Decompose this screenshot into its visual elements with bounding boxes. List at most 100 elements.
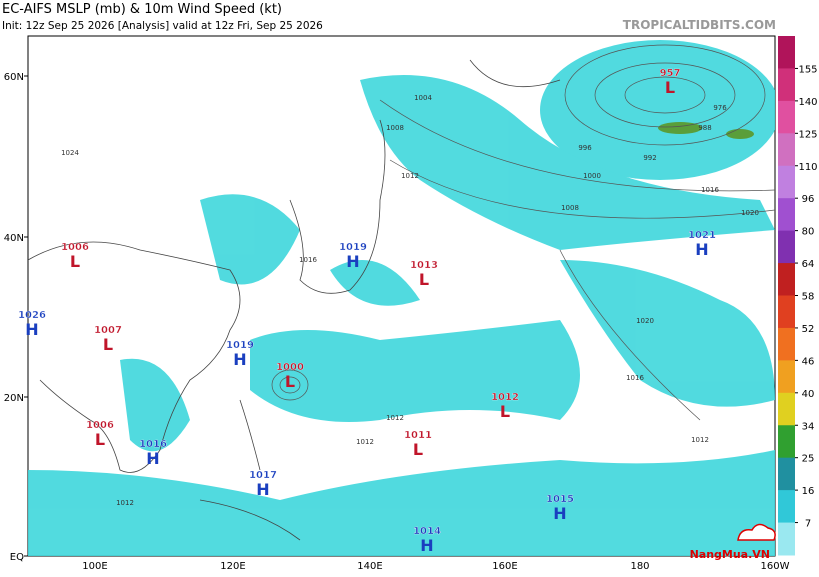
center-pressure: 1021 bbox=[688, 230, 716, 241]
colorbar-label: 52 bbox=[802, 324, 815, 335]
colorbar-label: 58 bbox=[802, 292, 815, 303]
center-letter: H bbox=[553, 504, 566, 523]
center-letter: L bbox=[500, 402, 510, 421]
colorbar-label: 96 bbox=[802, 194, 815, 205]
isobar-label: 1012 bbox=[386, 414, 404, 422]
site-name: TROPICALTIDBITS.COM bbox=[623, 18, 776, 32]
isobar-label: 976 bbox=[713, 104, 727, 112]
center-pressure: 1006 bbox=[86, 420, 114, 431]
watermark-icon bbox=[737, 523, 776, 541]
center-letter: L bbox=[103, 335, 113, 354]
center-letter: L bbox=[419, 270, 429, 289]
isobar-label: 1012 bbox=[401, 172, 419, 180]
colorbar-segment bbox=[778, 100, 795, 134]
colorbar-segment bbox=[778, 133, 795, 167]
isobar-label: 1016 bbox=[299, 256, 317, 264]
isobar-label: 1012 bbox=[356, 438, 374, 446]
isobar-label: 988 bbox=[698, 124, 711, 132]
lon-label: 120E bbox=[220, 561, 245, 572]
center-pressure: 1015 bbox=[546, 494, 574, 505]
watermark-text: NangMua.VN bbox=[690, 548, 770, 561]
center-pressure: 1017 bbox=[249, 470, 277, 481]
colorbar-label: 25 bbox=[802, 454, 815, 465]
isobar-label: 1000 bbox=[583, 172, 601, 180]
center-pressure: 1011 bbox=[404, 430, 432, 441]
center-letter: H bbox=[256, 480, 269, 499]
subtitle: Init: 12z Sep 25 2026 [Analysis] valid a… bbox=[2, 20, 323, 32]
isobar-label: 1008 bbox=[561, 204, 579, 212]
isobar-label: 1016 bbox=[701, 186, 719, 194]
isobar-labels: 996 1000 1004 1008 1012 1016 1020 1024 1012 1016 1… bbox=[61, 94, 759, 507]
colorbar-label: 64 bbox=[802, 259, 815, 270]
colorbar-segment bbox=[778, 263, 795, 296]
colorbar-label: 125 bbox=[798, 129, 817, 140]
colorbar-segment bbox=[778, 522, 795, 556]
center-letter: L bbox=[70, 252, 80, 271]
lat-label: EQ bbox=[10, 552, 24, 563]
center-pressure: 1007 bbox=[94, 325, 122, 336]
center-pressure: 1019 bbox=[226, 340, 254, 351]
center-letter: L bbox=[95, 430, 105, 449]
colorbar-label: 155 bbox=[798, 64, 817, 75]
isobar-label: 1004 bbox=[414, 94, 432, 102]
isobars bbox=[271, 44, 775, 421]
center-letter: L bbox=[285, 372, 295, 391]
isobar-label: 1012 bbox=[691, 436, 709, 444]
isobar-label: 1024 bbox=[61, 149, 79, 157]
center-letter: L bbox=[665, 78, 675, 97]
lon-label: 160W bbox=[761, 561, 790, 572]
lon-label: 100E bbox=[82, 561, 107, 572]
center-letter: H bbox=[695, 240, 708, 259]
center-pressure: 1013 bbox=[410, 260, 438, 271]
watermark: NangMua.VN bbox=[690, 523, 776, 561]
isobar-label: 1008 bbox=[386, 124, 404, 132]
isobar-label: 996 bbox=[578, 144, 592, 152]
colorbar-label: 34 bbox=[802, 421, 815, 432]
coastlines bbox=[28, 59, 561, 541]
colorbar-segment bbox=[778, 327, 795, 361]
map-area: 996 1000 1004 1008 1012 1016 1020 1024 1012 1016 1… bbox=[18, 35, 776, 557]
map-axes: 60N 40N 20N EQ 100E 120E 140E 160E 180 160W bbox=[4, 72, 790, 572]
colorbar-segment bbox=[778, 198, 795, 232]
colorbar-segment bbox=[778, 457, 795, 491]
isobar-label: 992 bbox=[643, 154, 656, 162]
colorbar-label: 110 bbox=[798, 162, 817, 173]
center-letter: H bbox=[25, 320, 38, 339]
colorbar-label: 16 bbox=[802, 486, 815, 497]
colorbar-segment bbox=[778, 165, 795, 199]
center-pressure: 1016 bbox=[139, 439, 167, 450]
lat-label: 20N bbox=[4, 393, 24, 404]
center-letter: H bbox=[346, 252, 359, 271]
colorbar-segment bbox=[778, 490, 795, 524]
colorbar-label: 40 bbox=[802, 389, 815, 400]
lon-label: 180 bbox=[630, 561, 649, 572]
center-pressure: 1014 bbox=[413, 526, 441, 537]
wind-shading bbox=[28, 40, 775, 556]
colorbar-segment bbox=[778, 68, 795, 102]
isobar-label: 1020 bbox=[741, 209, 759, 217]
colorbar-label: 80 bbox=[802, 227, 815, 238]
lon-label: 140E bbox=[357, 561, 382, 572]
colorbar-segment bbox=[778, 36, 795, 69]
isobar-label: 1020 bbox=[636, 317, 654, 325]
center-pressure: 957 bbox=[660, 68, 681, 79]
center-letter: H bbox=[146, 449, 159, 468]
lon-label: 160E bbox=[492, 561, 517, 572]
lat-label: 60N bbox=[4, 72, 24, 83]
center-pressure: 1026 bbox=[18, 310, 46, 321]
center-pressure: 1019 bbox=[339, 242, 367, 253]
colorbar-label: 46 bbox=[802, 356, 815, 367]
center-pressure: 1012 bbox=[491, 392, 519, 403]
colorbar-segment bbox=[778, 425, 795, 459]
isobar-label: 1012 bbox=[116, 499, 134, 507]
lat-label: 40N bbox=[4, 233, 24, 244]
colorbar-segment bbox=[778, 230, 795, 264]
center-pressure: 1006 bbox=[61, 242, 89, 253]
colorbar-segment bbox=[778, 360, 795, 394]
center-letter: H bbox=[233, 350, 246, 369]
title: EC-AIFS MSLP (mb) & 10m Wind Speed (kt) bbox=[2, 2, 282, 17]
colorbar-segment bbox=[778, 392, 795, 426]
isobar-label: 1016 bbox=[626, 374, 644, 382]
